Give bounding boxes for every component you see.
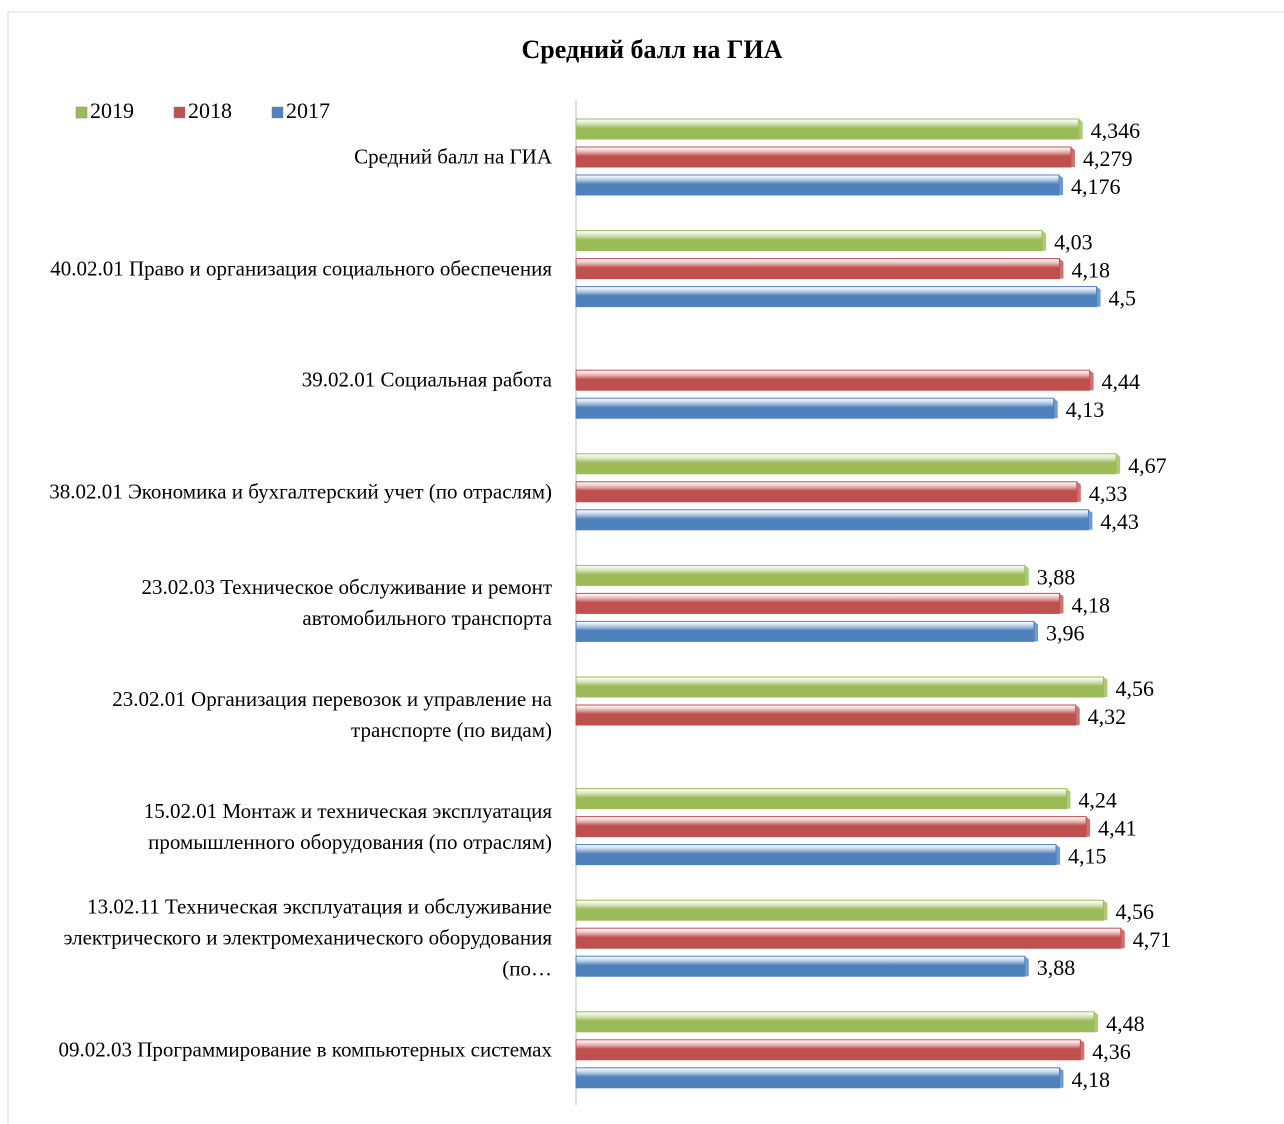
legend-swatch	[271, 106, 284, 119]
value-label: 4,32	[1088, 704, 1127, 729]
bar-end	[1103, 677, 1108, 697]
bar	[575, 899, 1104, 921]
bar	[575, 146, 1072, 168]
category-label: 23.02.01 Организация перевозок и управле…	[112, 687, 552, 742]
bar	[575, 844, 1057, 866]
bar	[575, 230, 1043, 252]
bar	[575, 481, 1078, 503]
value-label: 4,56	[1115, 899, 1154, 924]
bar	[575, 1039, 1081, 1061]
category-label: 15.02.01 Монтаж и техническая эксплуатац…	[143, 798, 552, 854]
value-label: 4,176	[1071, 174, 1121, 199]
value-label: 4,15	[1068, 844, 1107, 869]
value-label: 4,67	[1128, 453, 1167, 478]
value-label: 4,48	[1106, 1011, 1145, 1036]
bar	[575, 118, 1080, 140]
value-label: 4,13	[1066, 397, 1105, 422]
bar	[575, 258, 1060, 280]
category-label: 39.02.01 Социальная работа	[301, 367, 552, 392]
value-label: 4,18	[1071, 258, 1110, 283]
category-label: Средний балл на ГИА	[354, 144, 552, 169]
bar-end	[1066, 788, 1071, 809]
value-label: 4,24	[1078, 788, 1117, 813]
bar-end	[1086, 816, 1091, 837]
bar	[575, 955, 1026, 977]
bar-end	[1059, 1067, 1064, 1088]
bar-end	[1103, 900, 1108, 921]
legend-label: 2018	[188, 98, 232, 123]
bar-end	[1059, 175, 1064, 195]
bar-end	[1024, 956, 1029, 977]
value-label: 4,33	[1089, 481, 1128, 506]
value-label: 4,44	[1102, 369, 1141, 394]
bar-end	[1076, 481, 1081, 502]
bar-end	[1024, 565, 1029, 586]
bar	[575, 564, 1026, 586]
category-label: 40.02.01 Право и организация социального…	[50, 256, 552, 281]
bar-end	[1089, 370, 1094, 391]
bar	[575, 174, 1060, 196]
category-label: 09.02.03 Программирование в компьютерных…	[58, 1037, 552, 1062]
bar-end	[1096, 286, 1101, 307]
bar	[575, 509, 1089, 531]
bar-end	[1075, 705, 1080, 725]
value-label: 4,43	[1100, 509, 1139, 534]
bar-end	[1088, 509, 1093, 530]
bar-end	[1056, 844, 1061, 865]
bar	[575, 397, 1055, 419]
value-label: 4,41	[1098, 816, 1137, 841]
bar	[575, 453, 1117, 475]
bar-end	[1120, 928, 1125, 949]
bar-end	[1116, 453, 1121, 474]
bar	[575, 620, 1035, 642]
value-label: 4,56	[1115, 676, 1154, 701]
category-label: 38.02.01 Экономика и бухгалтерский учет …	[49, 479, 552, 504]
bar-end	[1094, 1011, 1099, 1032]
chart-frame	[7, 11, 1284, 1124]
legend-label: 2017	[286, 98, 330, 123]
bar	[575, 704, 1077, 726]
bar	[575, 592, 1060, 614]
value-label: 4,71	[1133, 927, 1172, 952]
value-label: 3,88	[1037, 564, 1076, 589]
value-label: 4,18	[1071, 592, 1110, 617]
legend-swatch	[75, 106, 88, 119]
category-label: 13.02.11 Техническая эксплуатация и обсл…	[63, 894, 552, 981]
value-label: 4,5	[1109, 286, 1137, 311]
bar	[575, 369, 1091, 391]
value-label: 3,96	[1046, 620, 1085, 645]
bar-end	[1080, 1039, 1085, 1060]
bar-end	[1042, 230, 1047, 251]
bar	[575, 1067, 1060, 1089]
bar	[575, 286, 1097, 308]
legend-label: 2019	[90, 98, 134, 123]
category-label: 23.02.03 Техническое обслуживание и ремо…	[141, 575, 552, 631]
bar	[575, 788, 1067, 810]
value-label: 4,03	[1054, 230, 1093, 255]
value-label: 4,36	[1092, 1039, 1131, 1064]
bar-end	[1034, 621, 1039, 642]
bar-end	[1059, 593, 1064, 614]
value-label: 3,88	[1037, 955, 1076, 980]
bar-end	[1059, 258, 1064, 279]
bar	[575, 816, 1087, 838]
bar	[575, 1011, 1095, 1033]
value-label: 4,18	[1071, 1067, 1110, 1092]
bar	[575, 676, 1104, 698]
value-label: 4,346	[1091, 118, 1141, 143]
chart-title: Средний балл на ГИА	[522, 35, 783, 64]
bar	[575, 927, 1122, 949]
bar-end	[1053, 398, 1058, 419]
bar-end	[1070, 147, 1075, 167]
legend-swatch	[173, 106, 186, 119]
value-label: 4,279	[1083, 146, 1133, 171]
bar-end	[1078, 119, 1083, 139]
